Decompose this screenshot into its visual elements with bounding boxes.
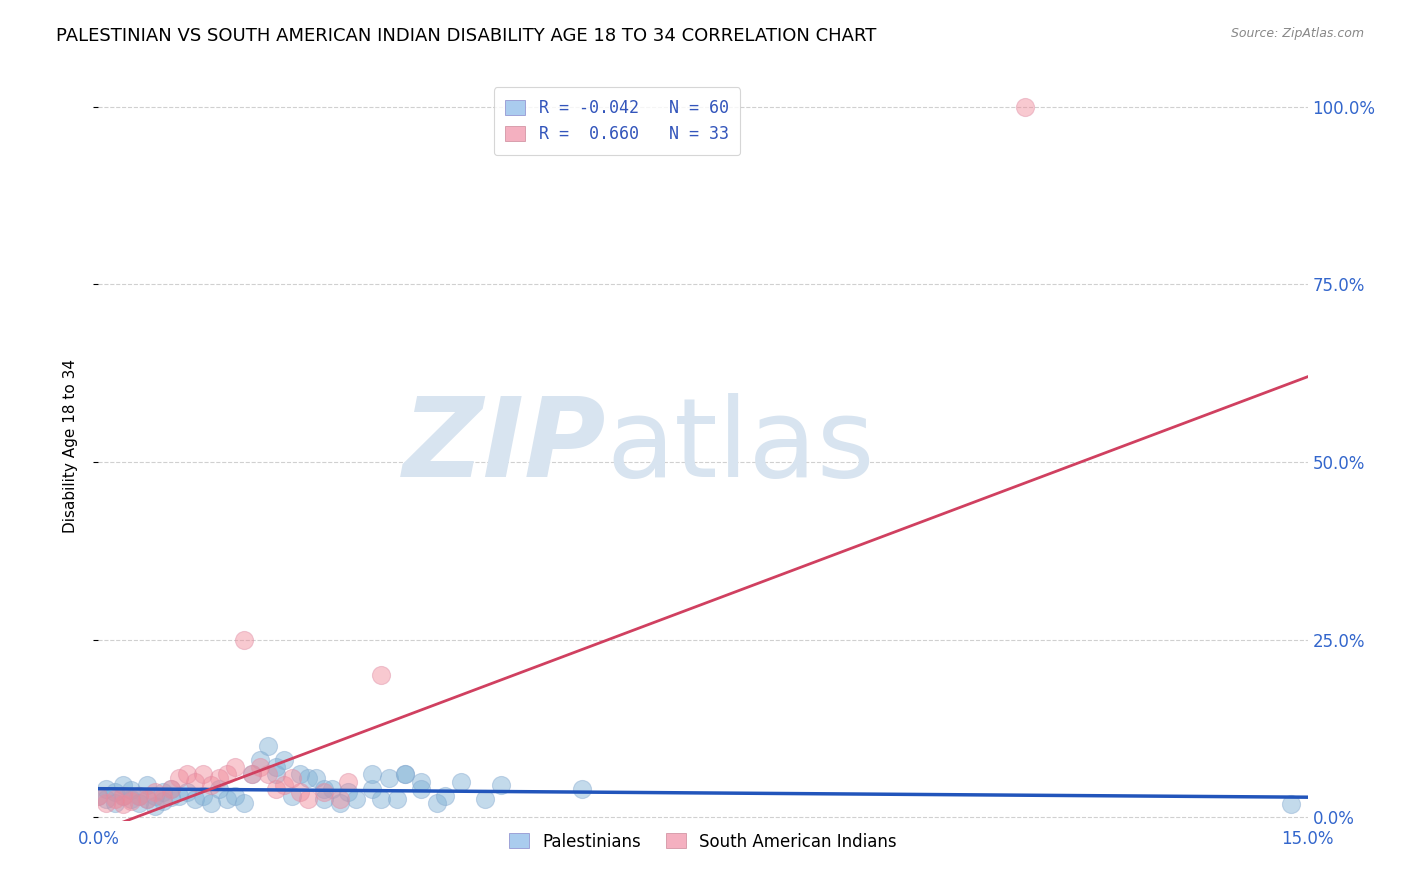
Text: ZIP: ZIP xyxy=(402,392,606,500)
Y-axis label: Disability Age 18 to 34: Disability Age 18 to 34 xyxy=(63,359,77,533)
Text: Source: ZipAtlas.com: Source: ZipAtlas.com xyxy=(1230,27,1364,40)
Text: atlas: atlas xyxy=(606,392,875,500)
Text: PALESTINIAN VS SOUTH AMERICAN INDIAN DISABILITY AGE 18 TO 34 CORRELATION CHART: PALESTINIAN VS SOUTH AMERICAN INDIAN DIS… xyxy=(56,27,876,45)
Legend: Palestinians, South American Indians: Palestinians, South American Indians xyxy=(502,826,904,857)
